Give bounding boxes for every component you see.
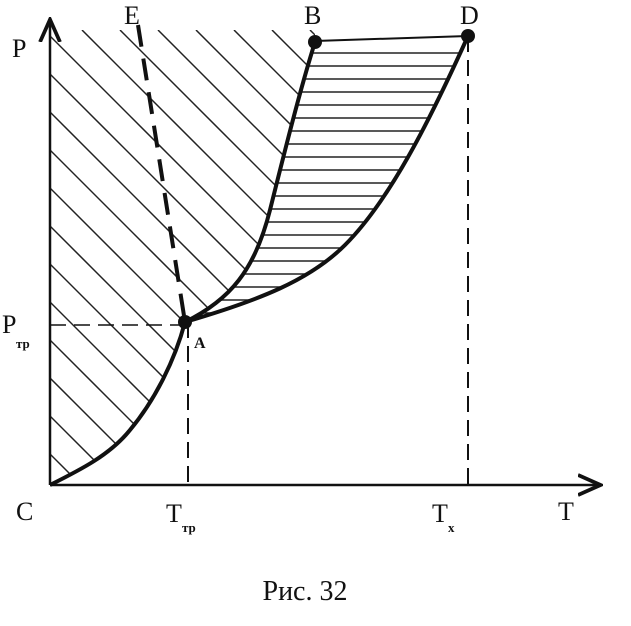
label-d: D [460, 1, 479, 30]
t-triple-label: T [166, 499, 182, 528]
hatching-liquid [185, 52, 468, 314]
hatch-line [50, 30, 69, 485]
top-line [314, 35, 469, 42]
label-b: B [304, 1, 321, 30]
hatch-line [157, 30, 315, 485]
hatch-line [50, 30, 315, 485]
x-axis-label: T [558, 497, 574, 526]
hatch-line [50, 30, 315, 485]
p-triple-label: P [2, 310, 16, 339]
sublimation-curve [49, 321, 187, 487]
hatch-line [50, 30, 145, 485]
hatch-line [119, 30, 315, 485]
dashed-curve-e [136, 24, 187, 323]
hatch-line [50, 30, 107, 485]
hatch-line [50, 30, 297, 485]
label-a: A [194, 335, 206, 352]
boiling-curve [184, 35, 470, 324]
y-axis-label: P [12, 34, 26, 63]
point-a [178, 315, 192, 329]
hatch-line [50, 30, 259, 485]
hatch-line [50, 30, 315, 485]
hatch-line [50, 30, 183, 485]
t-triple-sub: тр [182, 520, 196, 535]
p-triple-sub: тр [16, 336, 30, 351]
origin-label: C [16, 497, 33, 526]
hatch-line [233, 30, 315, 485]
melting-curve [184, 41, 317, 324]
caption: Рис. 32 [263, 576, 348, 607]
point-d [461, 29, 475, 43]
point-b [308, 35, 322, 49]
t-critical-sub: x [448, 520, 455, 535]
hatch-line [195, 30, 315, 485]
hatch-line [81, 30, 315, 485]
hatch-line [309, 30, 315, 485]
t-critical-label: T [432, 499, 448, 528]
label-e: E [124, 1, 140, 30]
hatch-line [271, 30, 315, 485]
hatch-line [0, 30, 30, 510]
